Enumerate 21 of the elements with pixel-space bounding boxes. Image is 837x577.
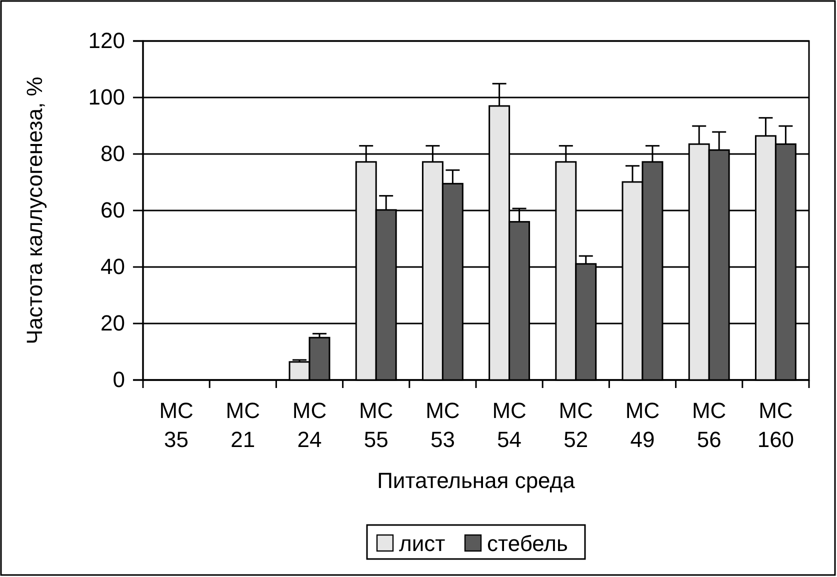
x-tick-label: МС 49 [625,398,660,452]
y-tick-label: 40 [100,254,125,280]
x-tick-label: МС 35 [159,398,194,452]
x-tick-label: МС 160 [757,398,794,452]
y-tick-label: 80 [100,141,125,166]
x-tick-label: МС 53 [426,398,460,452]
y-tick-label: 100 [88,84,125,110]
y-tick-label: 60 [100,198,125,223]
x-tick-label: МС 55 [358,398,394,452]
x-tick-label: МС 54 [492,398,527,452]
legend-label: лист [399,531,446,556]
x-tick-label: МС 24 [292,398,327,452]
x-tick-label: МС 21 [226,398,260,452]
x-axis-title: Питательная среда [377,468,576,493]
y-tick-label: 20 [100,310,125,336]
legend-label: стебель [487,531,568,556]
y-tick-label: 0 [112,367,125,392]
y-axis-title: Частота каллусогенеза, % [22,76,47,344]
x-tick-label: МС 56 [692,398,726,452]
y-tick-label: 120 [88,28,125,54]
x-tick-label: МС 52 [558,398,594,452]
